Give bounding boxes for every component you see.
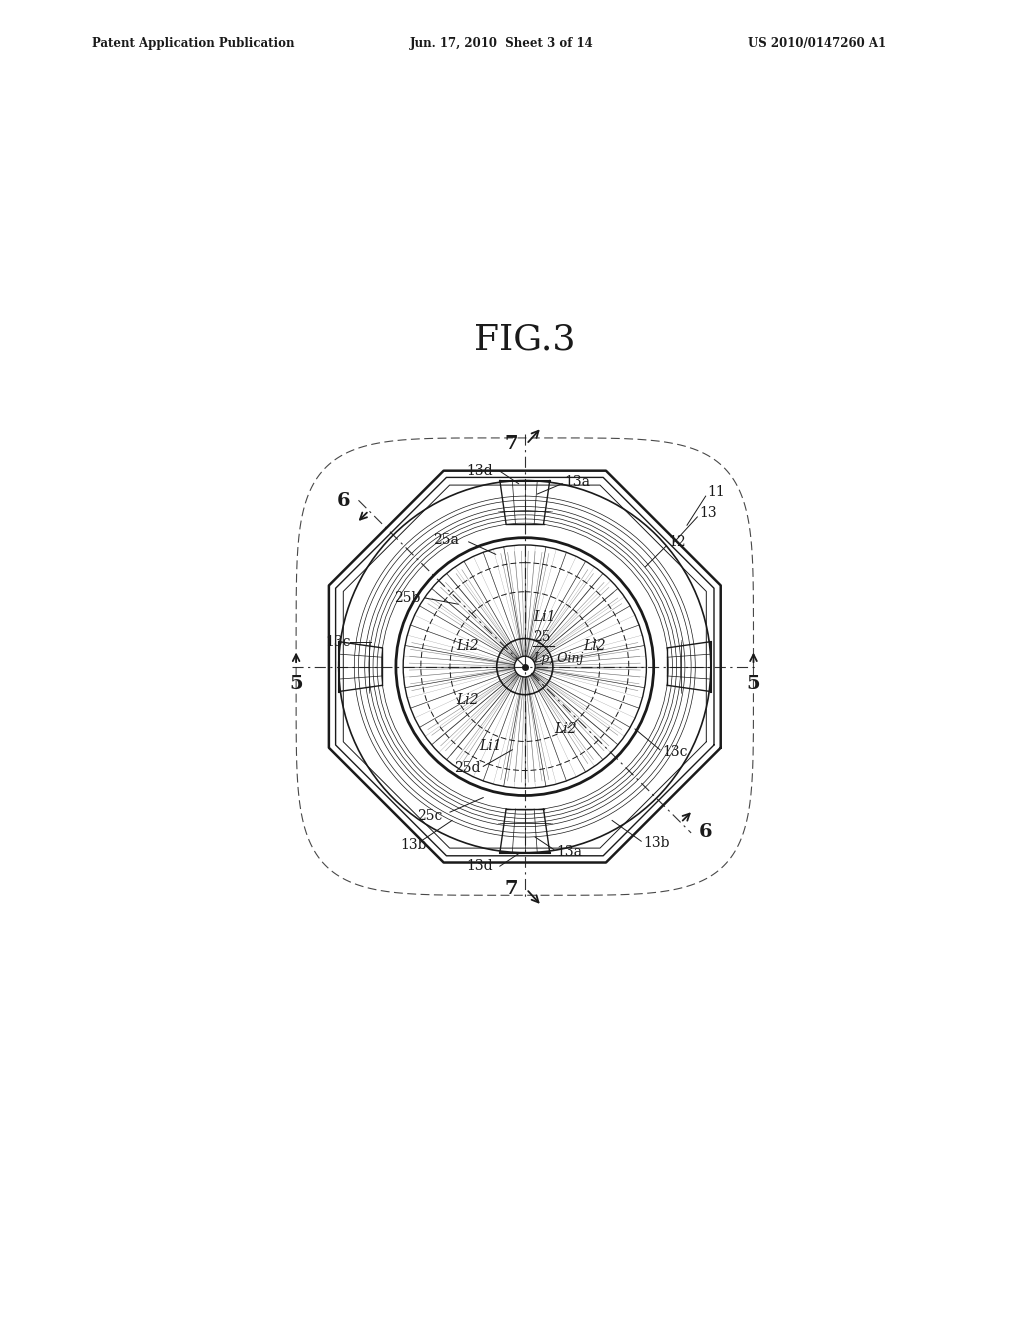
- Text: 6: 6: [337, 492, 351, 510]
- Text: Li2: Li2: [554, 722, 577, 737]
- Text: Li1: Li1: [479, 739, 502, 752]
- Text: 25: 25: [534, 631, 551, 644]
- Text: 13d: 13d: [467, 465, 494, 478]
- Text: 25c: 25c: [417, 809, 442, 824]
- Text: 6: 6: [698, 824, 713, 841]
- Text: 13: 13: [699, 506, 717, 520]
- Text: 5: 5: [290, 675, 303, 693]
- Text: Li2: Li2: [457, 639, 479, 653]
- Text: 7: 7: [504, 436, 518, 453]
- Text: Jun. 17, 2010  Sheet 3 of 14: Jun. 17, 2010 Sheet 3 of 14: [410, 37, 593, 50]
- Text: 13c: 13c: [326, 635, 350, 648]
- Text: Li2: Li2: [457, 693, 479, 708]
- Text: 13b: 13b: [643, 837, 670, 850]
- Text: 13c: 13c: [662, 744, 687, 759]
- Text: Li2: Li2: [583, 639, 605, 653]
- Text: Patent Application Publication: Patent Application Publication: [92, 37, 295, 50]
- Text: 13d: 13d: [467, 859, 494, 874]
- Text: 7: 7: [504, 880, 518, 898]
- Text: 5: 5: [746, 675, 760, 693]
- Text: Li1: Li1: [534, 610, 556, 624]
- Text: 25b: 25b: [394, 591, 420, 605]
- Text: 13a: 13a: [556, 845, 582, 858]
- Text: 25a: 25a: [433, 533, 459, 546]
- Text: 13b: 13b: [400, 838, 427, 853]
- Text: FIG.3: FIG.3: [474, 322, 575, 356]
- Text: 11: 11: [708, 484, 725, 499]
- Text: Lp, Oinj: Lp, Oinj: [534, 652, 584, 665]
- Text: 25d: 25d: [454, 762, 480, 775]
- Text: 12: 12: [669, 535, 686, 549]
- Text: 13a: 13a: [564, 475, 590, 488]
- Text: US 2010/0147260 A1: US 2010/0147260 A1: [748, 37, 886, 50]
